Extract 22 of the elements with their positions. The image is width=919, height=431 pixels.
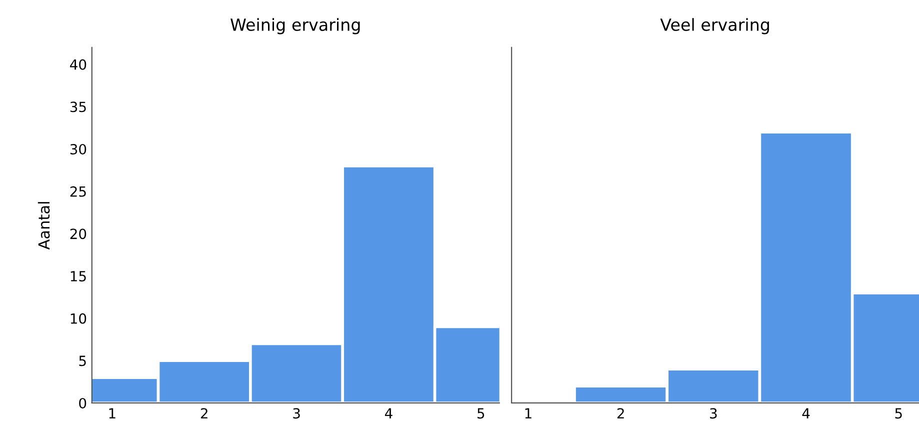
x-tick-label: 3 <box>710 408 717 419</box>
x-tick-label: 1 <box>525 408 532 418</box>
y-tick-label: 35 <box>70 102 86 112</box>
y-tick-label: 10 <box>70 313 86 324</box>
y-tick-label: 25 <box>70 186 86 197</box>
x-tick-label: 3 <box>293 408 300 419</box>
x-tick-label: 2 <box>200 408 208 418</box>
y-tick-label: 30 <box>70 144 86 154</box>
chart-title: Veel ervaring <box>660 18 769 34</box>
x-tick-label: 5 <box>478 408 484 419</box>
x-tick-label: 5 <box>895 408 902 419</box>
x-tick-label: 1 <box>109 408 116 418</box>
y-tick-label: 15 <box>70 271 86 282</box>
y-axis-title: Aantal <box>38 202 50 250</box>
y-tick-label: 20 <box>70 228 86 240</box>
chart-title: Weinig ervaring <box>230 18 360 34</box>
y-tick-label: 5 <box>79 356 86 366</box>
x-tick-label: 4 <box>802 408 810 418</box>
x-tick-label: 4 <box>384 408 392 418</box>
y-tick-label: 40 <box>70 59 86 70</box>
y-tick-label: 0 <box>79 398 86 408</box>
x-tick-label: 2 <box>617 408 624 418</box>
